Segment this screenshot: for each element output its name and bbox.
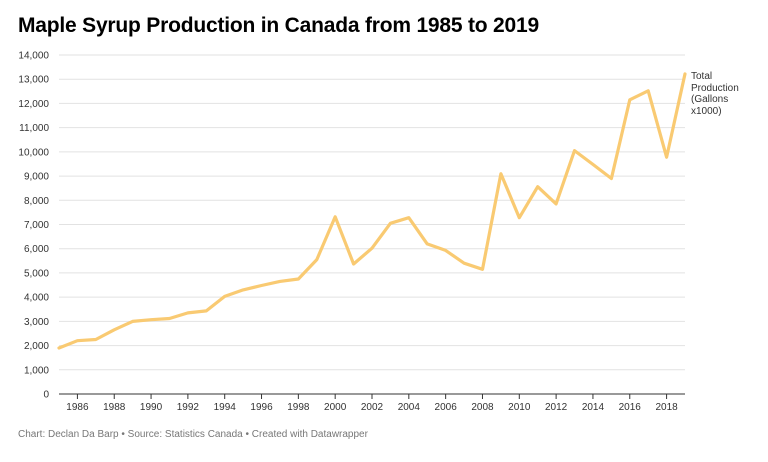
y-tick-label: 12,000 <box>18 99 49 110</box>
y-tick-label: 9,000 <box>24 172 49 183</box>
x-tick-label: 2014 <box>582 402 605 413</box>
x-tick-label: 1996 <box>250 402 273 413</box>
x-axis <box>59 393 685 399</box>
y-tick-label: 6,000 <box>24 244 49 255</box>
y-tick-label: 4,000 <box>24 293 49 304</box>
x-axis-labels: 1986 1988 1990 1992 1994 1996 1998 2000 2002 2004… <box>66 402 678 413</box>
y-tick-label: 14,000 <box>18 51 49 62</box>
x-tick-label: 1990 <box>140 402 163 413</box>
x-tick-label: 2006 <box>435 402 458 413</box>
x-tick-label: 1988 <box>103 402 126 413</box>
y-tick-label: 3,000 <box>24 317 49 328</box>
series-line <box>57 72 687 350</box>
series-label: Total Production (Gallons x1000) <box>691 71 739 117</box>
x-tick-label: 2012 <box>545 402 568 413</box>
x-tick-label: 2000 <box>324 402 347 413</box>
y-tick-label: 10,000 <box>18 147 49 158</box>
x-tick-label: 2008 <box>471 402 494 413</box>
x-tick-label: 2018 <box>655 402 678 413</box>
y-axis-labels: 0 1,000 2,000 3,000 4,000 5,000 6,000 7,000 8,00… <box>18 51 49 401</box>
x-tick-label: 2010 <box>508 402 531 413</box>
gridlines <box>59 54 685 371</box>
x-tick-label: 2016 <box>619 402 642 413</box>
y-tick-label: 13,000 <box>18 75 49 86</box>
y-tick-label: 0 <box>43 390 49 401</box>
x-tick-label: 1992 <box>177 402 200 413</box>
y-tick-label: 2,000 <box>24 341 49 352</box>
y-tick-label: 5,000 <box>24 268 49 279</box>
chart-footer: Chart: Declan Da Barp • Source: Statisti… <box>18 429 368 440</box>
series-lines <box>57 72 687 350</box>
y-tick-label: 8,000 <box>24 196 49 207</box>
x-tick-label: 1998 <box>287 402 310 413</box>
x-tick-label: 2004 <box>398 402 421 413</box>
y-tick-label: 11,000 <box>19 123 49 134</box>
y-tick-label: 1,000 <box>24 365 49 376</box>
chart-title: Maple Syrup Production in Canada from 19… <box>18 14 539 37</box>
y-tick-label: 7,000 <box>24 220 49 231</box>
x-tick-label: 2002 <box>361 402 384 413</box>
x-tick-label: 1986 <box>66 402 89 413</box>
x-tick-label: 1994 <box>214 402 237 413</box>
